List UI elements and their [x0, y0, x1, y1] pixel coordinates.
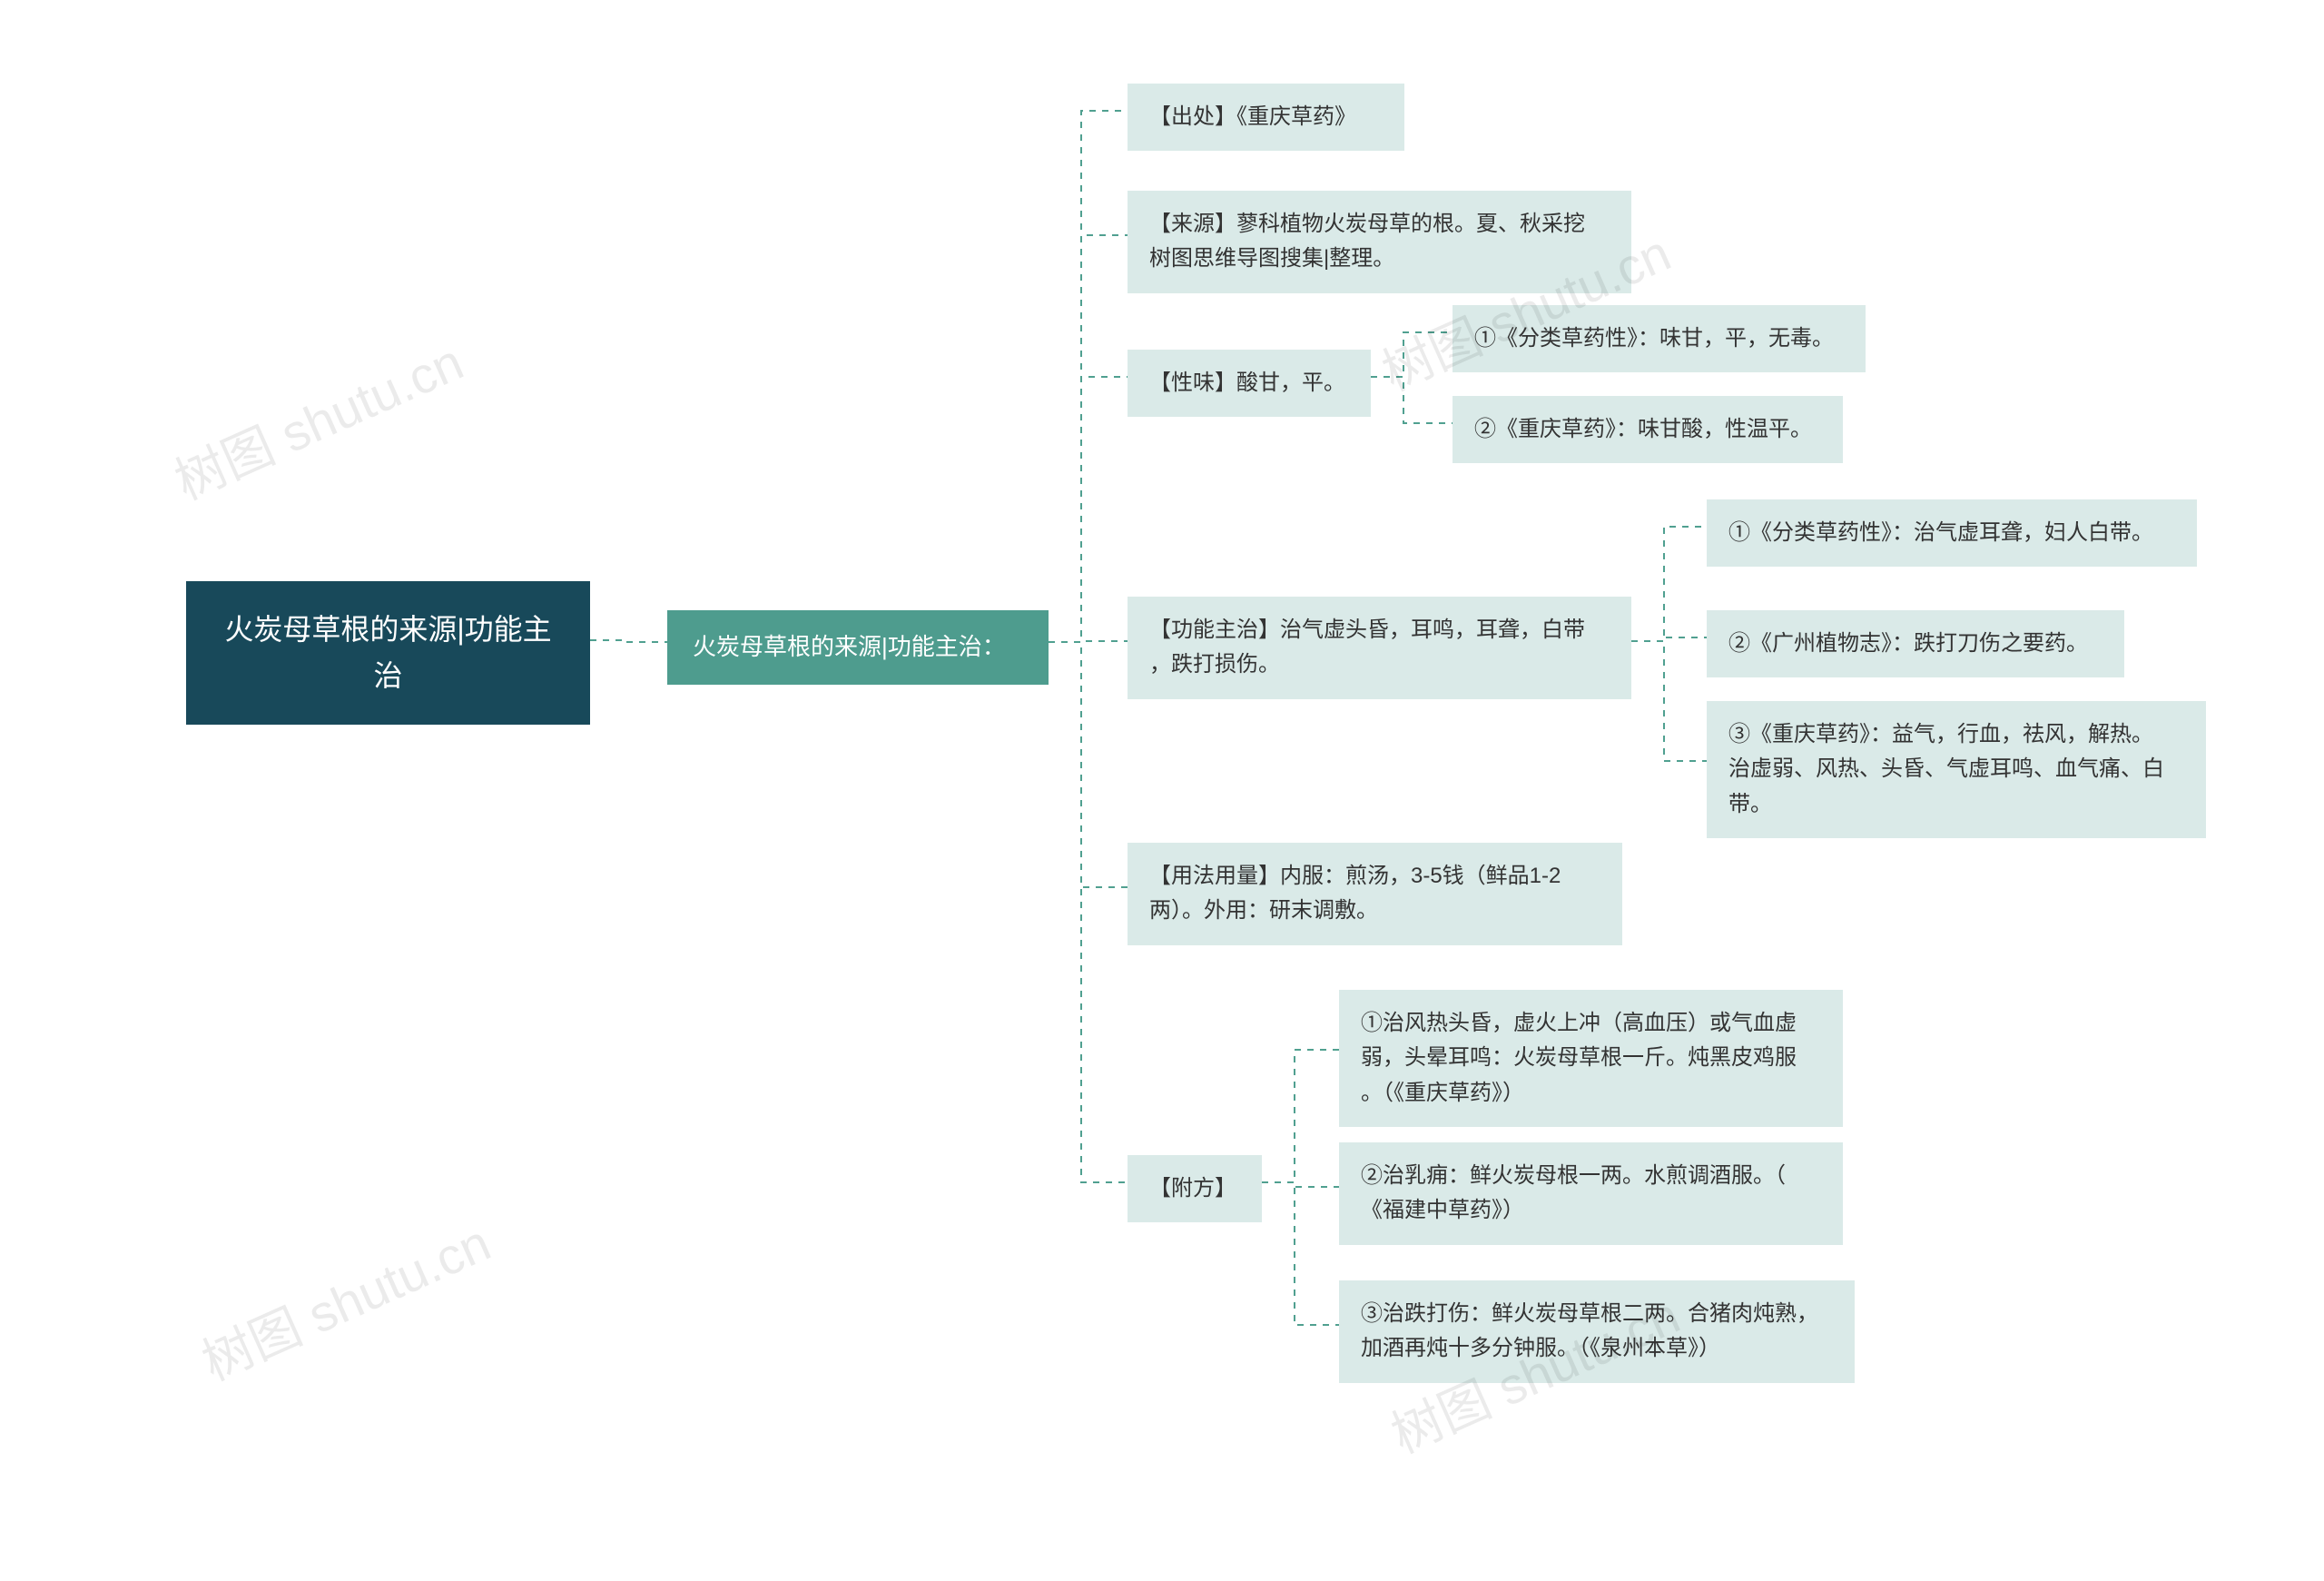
- leaf-node[interactable]: ①《分类草药性》：味甘，平，无毒。: [1452, 305, 1866, 372]
- leaf-node-xingwei[interactable]: 【性味】酸甘，平。: [1128, 350, 1371, 417]
- leaf-node[interactable]: ①《分类草药性》：治气虚耳聋，妇人白带。: [1707, 499, 2197, 567]
- leaf-node[interactable]: ②《重庆草药》：味甘酸，性温平。: [1452, 396, 1843, 463]
- root-node[interactable]: 火炭母草根的来源|功能主 治: [186, 581, 590, 725]
- leaf-node-yongfa[interactable]: 【用法用量】内服：煎汤，3-5钱（鲜品1-2 两）。外用：研末调敷。: [1128, 843, 1622, 945]
- mindmap-canvas: 火炭母草根的来源|功能主 治 火炭母草根的来源|功能主治： 【出处】《重庆草药》…: [0, 0, 2324, 1581]
- leaf-node-laiyuan[interactable]: 【来源】蓼科植物火炭母草的根。夏、秋采挖 树图思维导图搜集|整理。: [1128, 191, 1631, 293]
- leaf-node[interactable]: ③治跌打伤：鲜火炭母草根二两。合猪肉炖熟， 加酒再炖十多分钟服。（《泉州本草》）: [1339, 1280, 1855, 1383]
- leaf-node[interactable]: ①治风热头昏，虚火上冲（高血压）或气血虚 弱，头晕耳鸣：火炭母草根一斤。炖黑皮鸡…: [1339, 990, 1843, 1127]
- leaf-node-gongneng[interactable]: 【功能主治】治气虚头昏，耳鸣，耳聋，白带 ，跌打损伤。: [1128, 597, 1631, 699]
- branch-node[interactable]: 火炭母草根的来源|功能主治：: [667, 610, 1049, 685]
- leaf-node[interactable]: ②《广州植物志》：跌打刀伤之要药。: [1707, 610, 2124, 677]
- watermark: 树图 shutu.cn: [189, 1203, 500, 1396]
- leaf-node-fufang[interactable]: 【附方】: [1128, 1155, 1262, 1222]
- leaf-node-chuchu[interactable]: 【出处】《重庆草药》: [1128, 84, 1404, 151]
- leaf-node[interactable]: ③《重庆草药》：益气，行血，祛风，解热。 治虚弱、风热、头昏、气虚耳鸣、血气痛、…: [1707, 701, 2206, 838]
- watermark: 树图 shutu.cn: [162, 322, 473, 515]
- leaf-node[interactable]: ②治乳痈：鲜火炭母根一两。水煎调酒服。（ 《福建中草药》）: [1339, 1142, 1843, 1245]
